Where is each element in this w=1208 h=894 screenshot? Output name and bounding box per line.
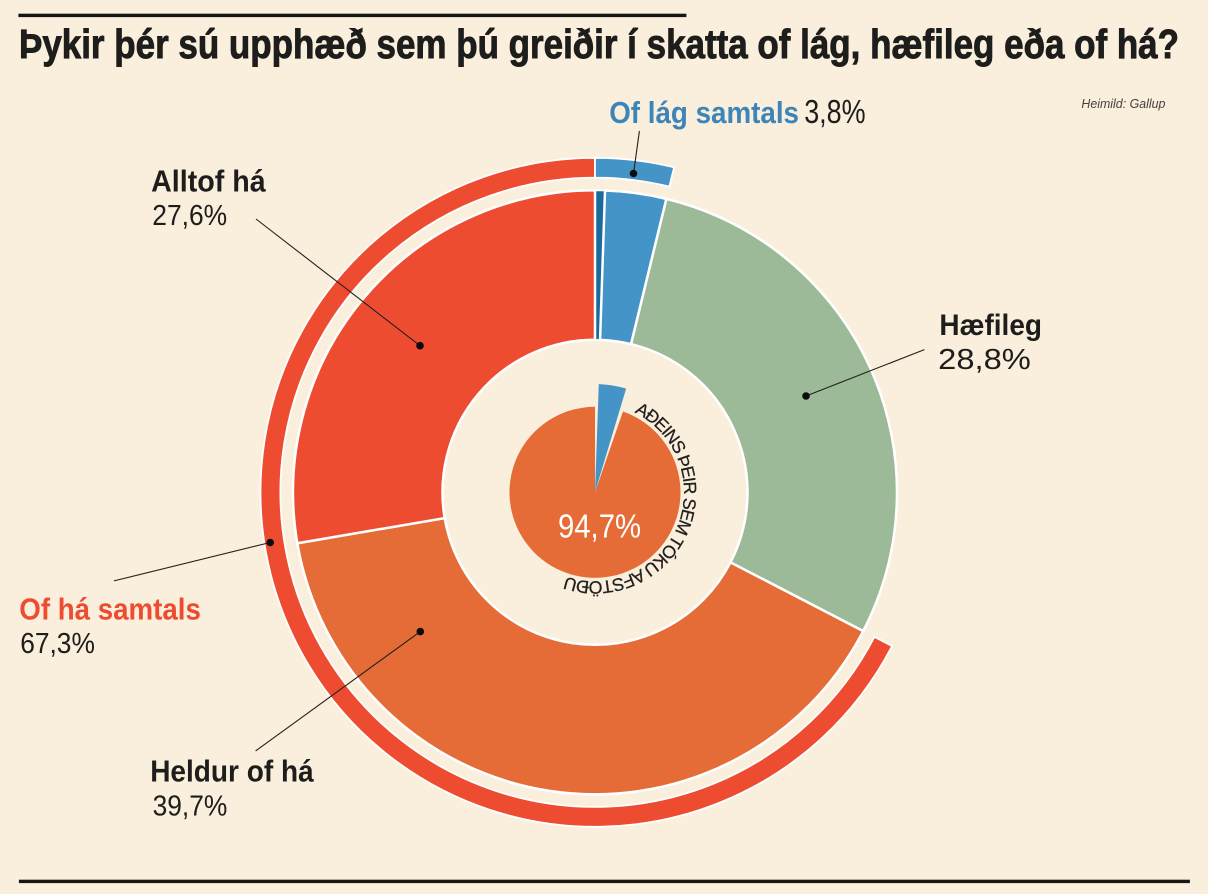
svg-text:27,6%: 27,6%: [152, 200, 227, 232]
svg-text:Of lág samtals: Of lág samtals: [609, 95, 799, 130]
svg-text:Hæfileg: Hæfileg: [939, 309, 1042, 342]
svg-text:Heimild: Gallup: Heimild: Gallup: [1081, 97, 1165, 111]
svg-text:3,8%: 3,8%: [804, 93, 865, 130]
svg-text:Heldur of há: Heldur of há: [150, 754, 314, 788]
svg-text:28,8%: 28,8%: [938, 344, 1031, 376]
svg-text:Þykir þér sú upphæð sem þú gre: Þykir þér sú upphæð sem þú greiðir í ska…: [19, 21, 1179, 67]
svg-text:Of há samtals: Of há samtals: [19, 593, 201, 627]
svg-text:94,7%: 94,7%: [558, 508, 641, 545]
svg-text:67,3%: 67,3%: [20, 628, 95, 660]
svg-text:39,7%: 39,7%: [153, 790, 228, 822]
svg-text:Alltof há: Alltof há: [151, 163, 266, 198]
